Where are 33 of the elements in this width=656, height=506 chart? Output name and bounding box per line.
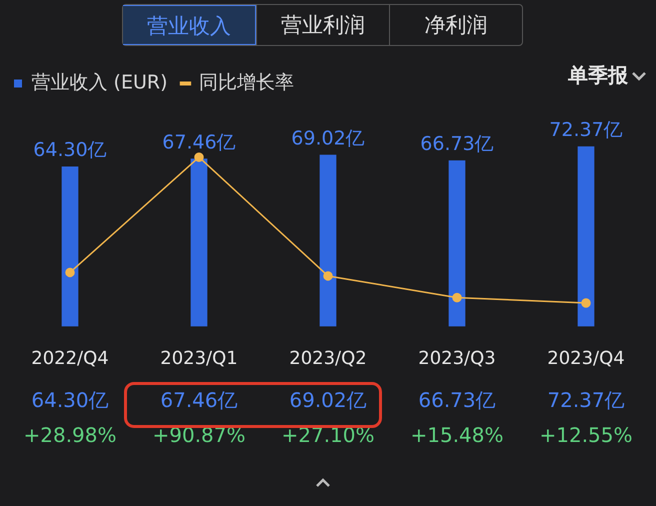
data-label: 66.73亿	[418, 388, 496, 412]
bar	[320, 154, 336, 326]
text: 72.37亿	[549, 119, 623, 142]
text: 64.30亿	[33, 139, 107, 162]
bar	[448, 160, 466, 326]
data-label: +15.48%	[410, 423, 504, 448]
point	[65, 268, 75, 278]
text: 69.02亿	[291, 128, 365, 150]
point	[452, 292, 462, 302]
data-label: 72.37亿	[547, 388, 625, 412]
bar	[190, 158, 208, 326]
x-tick-label: 2023/Q1	[160, 348, 238, 369]
text: 净利润	[389, 5, 522, 45]
x-tick-label: 2023/Q3	[418, 348, 496, 369]
x-tick-label: 2022/Q4	[31, 348, 109, 369]
text: 单季报	[568, 62, 628, 89]
data-label: 67.46亿	[160, 388, 238, 412]
data-label: +12.55%	[539, 423, 633, 448]
data-label: 64.30亿	[31, 388, 109, 412]
data-label: +28.98%	[23, 423, 117, 448]
data-label: 69.02亿	[289, 388, 367, 412]
bar	[62, 166, 78, 326]
text: 66.73亿	[420, 133, 494, 156]
text: 67.46亿	[162, 131, 236, 154]
text: 营业利润	[256, 5, 389, 45]
point	[581, 298, 591, 308]
point	[323, 271, 333, 281]
point	[194, 152, 204, 162]
legend-label: 营业收入 (EUR)	[32, 71, 168, 94]
x-tick-label: 2023/Q2	[289, 348, 367, 369]
legend-label: 同比增长率	[198, 71, 294, 94]
x-tick-label: 2023/Q4	[547, 348, 625, 369]
bar	[578, 146, 594, 326]
